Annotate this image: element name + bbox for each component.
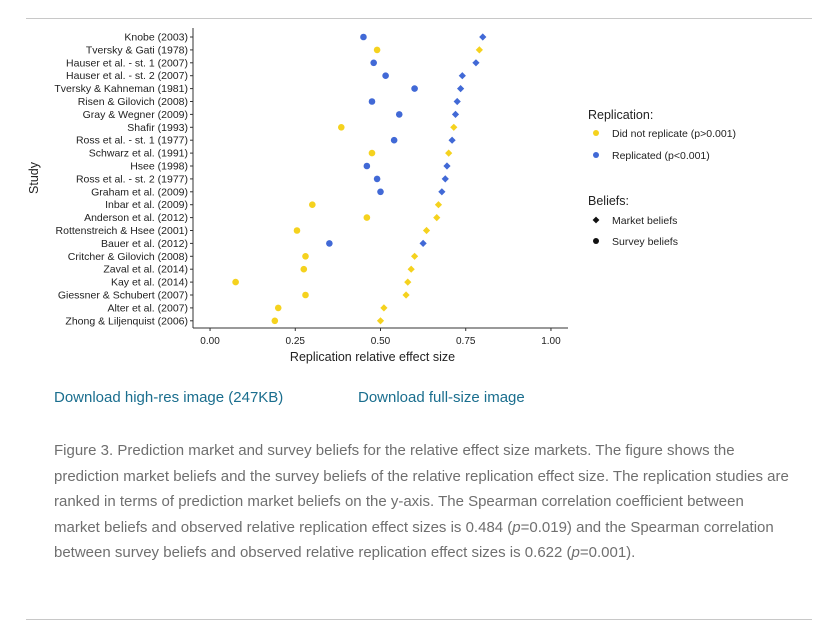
y-tick-label: Anderson et al. (2012) [84,212,188,224]
y-tick-label: Ross et al. - st. 2 (1977) [76,173,188,185]
market-belief-point [419,239,427,247]
legend-survey-swatch [593,238,599,244]
legend-beliefs-label: Market beliefs [612,215,677,227]
y-tick-label: Knobe (2003) [124,32,188,44]
survey-belief-point [395,111,403,118]
download-full-size-link[interactable]: Download full-size image [358,389,525,406]
survey-belief-point [363,162,371,170]
survey-belief-point [271,317,279,325]
y-tick-label: Rottenstreich & Hsee (2001) [56,225,188,237]
market-belief-point [404,278,412,286]
market-belief-point [407,265,415,273]
y-tick-label: Hauser et al. - st. 2 (2007) [66,70,188,82]
y-tick-label: Ross et al. - st. 1 (1977) [76,135,188,147]
survey-belief-point [411,85,418,92]
y-tick-label: Shafir (1993) [127,122,188,134]
y-tick-label: Gray & Wegner (2009) [83,109,188,121]
market-belief-point [410,252,419,260]
market-belief-point [445,149,453,157]
x-tick-label: 0.50 [371,336,391,347]
market-belief-point [451,110,460,118]
survey-belief-point [302,252,309,260]
legend-replication-swatch [593,152,599,158]
y-tick-label: Graham et al. (2009) [91,186,188,198]
survey-belief-point [382,72,389,79]
y-tick-label: Kay et al. (2014) [111,277,188,289]
y-tick-label: Zhong & Liljenquist (2006) [65,315,188,327]
y-tick-label: Critcher & Gilovich (2008) [68,251,188,263]
y-tick-label: Tversky & Kahneman (1981) [54,83,188,95]
market-belief-point [443,162,451,170]
caption-text-3: =0.001). [579,544,636,561]
survey-belief-point [370,59,377,67]
y-tick-label: Inbar et al. (2009) [105,199,188,211]
y-tick-label: Tversky & Gati (1978) [86,44,188,56]
figure-caption: Figure 3. Prediction market and survey b… [54,438,789,566]
survey-belief-point [368,98,376,105]
legend-beliefs-title: Beliefs: [588,194,629,208]
market-belief-point [438,188,446,196]
market-belief-point [458,72,466,80]
y-axis-title: Study [27,161,41,194]
market-belief-point [448,136,456,144]
x-tick-label: 0.75 [456,336,476,347]
market-belief-point [479,33,487,41]
x-tick-label: 0.25 [286,336,306,347]
market-belief-point [441,175,449,183]
survey-belief-point [309,201,316,208]
survey-belief-point [293,227,301,234]
survey-belief-point [390,136,398,144]
caption-p-1: p [512,518,521,536]
survey-belief-point [363,214,371,221]
market-belief-point [457,85,465,93]
survey-belief-point [337,124,345,131]
y-tick-label: Hauser et al. - st. 1 (2007) [66,57,188,69]
market-belief-point [434,201,443,209]
market-belief-point [380,304,388,312]
y-tick-label: Zaval et al. (2014) [103,264,188,276]
chart: Knobe (2003)Tversky & Gati (1978)Hauser … [27,28,736,364]
x-axis-title: Replication relative effect size [290,350,455,364]
legend-replication-label: Replicated (p<0.001) [612,150,710,162]
survey-belief-point [368,149,376,157]
legend-beliefs-label: Survey beliefs [612,236,678,248]
market-belief-point [422,226,431,235]
market-belief-point [376,317,385,325]
y-tick-label: Risen & Gilovich (2008) [78,96,188,108]
bottom-divider [26,619,812,620]
market-belief-point [433,214,441,222]
caption-text-2: =0.019) and the Spearman correlation bet… [54,518,774,562]
survey-belief-point [326,240,333,247]
legend-market-swatch [592,216,600,224]
y-tick-label: Giessner & Schubert (2007) [58,290,188,302]
legend-replication-label: Did not replicate (p>0.001) [612,128,736,140]
market-belief-point [402,291,410,299]
x-tick-label: 0.00 [200,336,220,347]
top-divider [26,18,812,19]
caption-text-1: Figure 3. Prediction market and survey b… [54,442,789,536]
survey-belief-point [232,278,239,286]
market-belief-point [475,46,483,54]
download-high-res-link[interactable]: Download high-res image (247KB) [54,389,284,406]
survey-belief-point [360,33,367,41]
x-tick-label: 1.00 [541,336,561,347]
y-tick-label: Schwarz et al. (1991) [89,148,188,160]
legend-replication-title: Replication: [588,108,653,122]
survey-belief-point [373,46,381,54]
caption-p-2: p [571,544,580,561]
market-belief-point [450,123,458,131]
survey-belief-point [373,175,381,183]
y-tick-label: Hsee (1998) [130,161,188,173]
survey-belief-point [377,188,384,196]
y-tick-label: Alter et al. (2007) [107,302,188,314]
survey-belief-point [274,304,282,312]
market-belief-point [472,59,480,67]
market-belief-point [453,97,461,106]
legend-replication-swatch [593,130,599,136]
survey-belief-point [300,265,308,273]
survey-belief-point [302,291,309,299]
y-tick-label: Bauer et al. (2012) [101,238,188,250]
